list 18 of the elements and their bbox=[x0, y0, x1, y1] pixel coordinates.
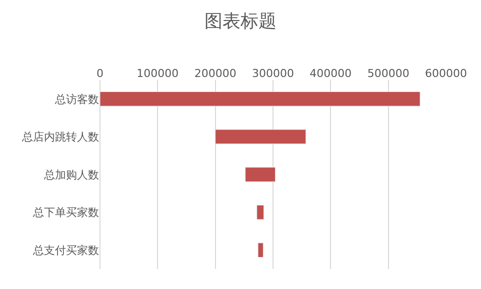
x-tick-label: 600000 bbox=[425, 66, 467, 80]
y-tick-label: 总下单买家数 bbox=[32, 206, 99, 220]
x-tick-label: 300000 bbox=[252, 66, 294, 80]
y-tick-label: 总店内跳转人数 bbox=[21, 130, 99, 144]
chart-title: 图表标题 bbox=[204, 11, 276, 32]
bar bbox=[258, 242, 264, 258]
x-tick-label: 100000 bbox=[136, 66, 179, 80]
x-tick-label: 500000 bbox=[367, 66, 410, 80]
bar bbox=[100, 91, 420, 106]
x-tick-label: 200000 bbox=[194, 66, 236, 80]
x-tick-label: 400000 bbox=[310, 66, 352, 80]
bar bbox=[215, 129, 306, 144]
bar bbox=[256, 204, 264, 220]
y-tick-label: 总加购人数 bbox=[43, 168, 99, 182]
x-tick-label: 0 bbox=[96, 66, 104, 80]
y-tick-label: 总访客数 bbox=[54, 92, 99, 106]
bar bbox=[245, 167, 276, 182]
y-tick-label: 总支付买家数 bbox=[32, 244, 99, 257]
